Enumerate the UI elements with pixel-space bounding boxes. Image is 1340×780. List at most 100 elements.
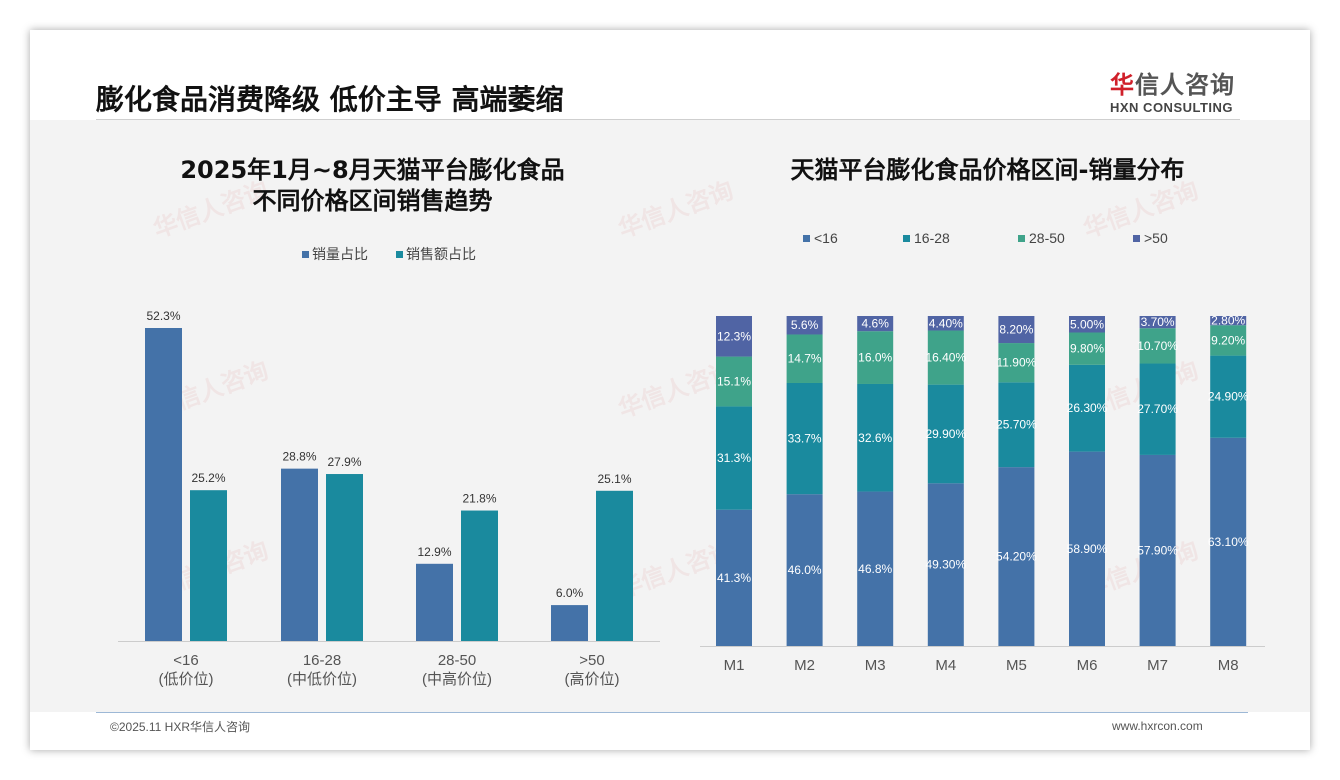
legend-label: 28-50 [1029,230,1065,246]
stacked-bar-segment [716,316,752,357]
bar [596,490,633,641]
x-tick-label: M1 [724,657,745,674]
segment-label: 63.10% [1208,535,1249,549]
logo-cn-rest: 信人咨询 [1135,71,1235,99]
stacked-bar-segment [998,343,1035,383]
x-tick-label: M7 [1147,657,1168,674]
stacked-bar-segment [716,406,752,510]
x-tick-sublabel: (高价位) [565,671,620,688]
segment-label: 32.6% [858,431,892,445]
stacked-bar-segment [1069,364,1105,452]
segment-label: 16.0% [858,351,892,365]
data-label: 52.3% [146,309,180,323]
segment-label: 49.30% [925,558,966,572]
stacked-bar-segment [998,467,1035,646]
header-divider [96,119,1240,120]
legend-swatch [1133,235,1140,242]
data-label: 28.8% [282,450,316,464]
segment-label: 31.3% [717,451,751,465]
x-tick-label: 16-28 [303,652,341,669]
stacked-bar-segment [998,382,1035,468]
legend-label: >50 [1144,230,1168,246]
legend-swatch [396,251,403,258]
segment-label: 46.0% [788,563,822,577]
segment-label: 4.40% [929,316,963,330]
footer-website: www.hxrcon.com [1112,719,1203,733]
legend-swatch [302,251,309,258]
stacked-bar-segment [1210,325,1247,356]
left-chart-title: 2025年1月~8月天猫平台膨化食品 不同价格区间销售趋势 [130,155,615,217]
legend-swatch [1018,235,1025,242]
segment-label: 9.20% [1211,333,1245,347]
segment-label: 41.3% [717,571,751,585]
data-label: 12.9% [417,545,451,559]
bar [416,563,453,641]
stacked-bar-segment [857,383,894,492]
stacked-bar-segment [857,491,894,646]
stacked-bar-segment [786,494,823,646]
data-label: 27.9% [327,455,361,469]
segment-label: 29.90% [925,427,966,441]
segment-label: 5.6% [791,318,819,332]
bar [551,605,588,641]
bar [190,490,227,641]
legend-swatch [803,235,810,242]
segment-label: 16.40% [925,351,966,365]
x-tick-label: 28-50 [438,652,476,669]
stacked-bar-segment [786,382,823,495]
x-tick-label: M5 [1006,657,1027,674]
stacked-bar-segment [1069,332,1105,365]
bar [461,510,498,641]
x-tick-sublabel: (低价位) [159,671,214,688]
segment-label: 9.80% [1070,342,1104,356]
segment-label: 3.70% [1141,315,1175,329]
stacked-bar-segment [1139,316,1176,329]
stacked-bar-segment [716,356,752,407]
left-chart-title-line2: 不同价格区间销售趋势 [252,187,493,215]
x-tick-label: M2 [794,657,815,674]
logo-cn-red: 华 [1110,71,1135,99]
stacked-bar-segment [786,316,823,335]
stacked-bar-segment [716,509,752,646]
x-tick-label: M8 [1218,657,1239,674]
segment-label: 8.20% [999,323,1033,337]
stacked-bar-segment [1210,316,1247,326]
bar [145,328,182,641]
legend-label: 16-28 [914,230,950,246]
x-tick-label: >50 [579,652,604,669]
segment-label: 10.70% [1137,339,1178,353]
segment-label: 12.3% [717,329,751,343]
stacked-bar-segment [1139,328,1176,364]
x-tick-sublabel: (中高价位) [422,671,492,688]
segment-label: 14.7% [788,352,822,366]
segment-label: 25.70% [996,418,1037,432]
legend-label: 销量占比 [312,246,368,262]
stacked-bar-segment [927,330,964,385]
bar [281,468,318,641]
stacked-bar-segment [1069,316,1105,333]
x-tick-label: M3 [865,657,886,674]
x-tick-sublabel: (中低价位) [287,671,357,688]
bar [326,474,363,641]
data-label: 25.2% [191,471,225,485]
segment-label: 5.00% [1070,317,1104,331]
left-chart-title-line1: 2025年1月~8月天猫平台膨化食品 [180,156,565,184]
footer-divider [96,712,1248,713]
stacked-bar-segment [927,483,964,646]
data-label: 25.1% [597,472,631,486]
segment-label: 54.20% [996,550,1037,564]
segment-label: 26.30% [1067,401,1108,415]
segment-label: 58.90% [1067,542,1108,556]
data-label: 21.8% [462,492,496,506]
x-tick-label: <16 [173,652,198,669]
x-tick-label: M6 [1077,657,1098,674]
stacked-bar-segment [1069,451,1105,646]
logo: 华信人咨询 HXN CONSULTING [1110,65,1235,115]
segment-label: 24.90% [1208,390,1249,404]
segment-label: 4.6% [862,317,890,331]
legend-swatch [903,235,910,242]
legend-label: <16 [814,230,838,246]
stacked-bar-segment [998,316,1035,344]
stacked-bar-segment [786,334,823,383]
